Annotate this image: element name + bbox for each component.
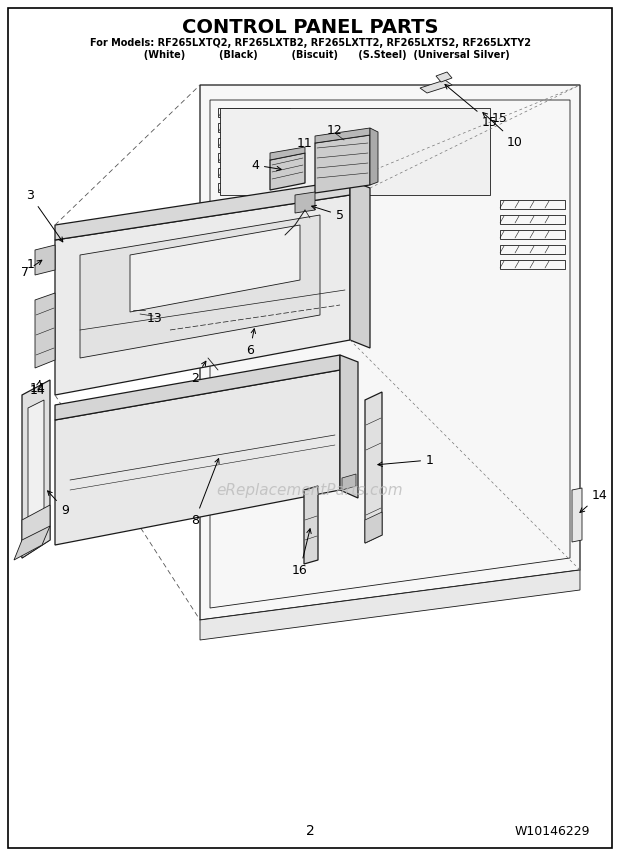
Text: 14: 14 [30,381,46,396]
Text: 5: 5 [312,205,344,222]
Text: eReplacementParts.com: eReplacementParts.com [216,483,404,497]
Text: 11: 11 [297,136,313,150]
Polygon shape [572,488,582,542]
Text: 13: 13 [147,312,163,324]
Text: 10: 10 [483,113,523,148]
Polygon shape [342,474,356,490]
Polygon shape [22,505,50,558]
Text: 15: 15 [492,111,508,124]
Polygon shape [220,108,490,195]
Polygon shape [55,195,350,395]
Polygon shape [340,355,358,498]
Polygon shape [35,245,55,275]
Text: 2: 2 [191,361,206,384]
Circle shape [205,354,211,360]
Text: 3: 3 [26,188,63,242]
Polygon shape [80,215,320,358]
Polygon shape [304,486,318,564]
Polygon shape [55,180,350,240]
Text: 8: 8 [191,459,219,526]
Polygon shape [22,380,50,558]
Polygon shape [295,192,315,213]
Polygon shape [14,526,50,560]
Polygon shape [370,128,378,185]
Polygon shape [365,392,382,543]
Text: W10146229: W10146229 [515,825,590,838]
Polygon shape [130,225,300,312]
Polygon shape [35,293,55,368]
Text: 6: 6 [246,329,255,356]
Circle shape [574,527,580,533]
Polygon shape [315,128,370,143]
Text: 12: 12 [327,123,343,136]
Circle shape [130,307,136,313]
Text: 14: 14 [580,489,608,513]
Text: 15: 15 [445,85,498,128]
Text: CONTROL PANEL PARTS: CONTROL PANEL PARTS [182,18,438,37]
Text: 16: 16 [292,529,311,576]
Circle shape [574,497,580,503]
Polygon shape [270,153,305,190]
Text: 1: 1 [27,259,35,271]
Text: 7: 7 [21,260,42,278]
Text: (White)          (Black)          (Biscuit)      (S.Steel)  (Universal Silver): (White) (Black) (Biscuit) (S.Steel) (Uni… [110,50,510,60]
Polygon shape [55,370,340,545]
Polygon shape [270,147,305,160]
Text: 9: 9 [48,490,69,516]
Text: 1: 1 [378,454,434,467]
Polygon shape [200,570,580,640]
Text: For Models: RF265LXTQ2, RF265LXTB2, RF265LXTT2, RF265LXTS2, RF265LXTY2: For Models: RF265LXTQ2, RF265LXTB2, RF26… [89,38,531,48]
Circle shape [83,293,97,307]
Polygon shape [200,85,580,620]
Polygon shape [55,355,340,420]
Circle shape [78,288,102,312]
Polygon shape [28,400,44,536]
Polygon shape [350,180,370,348]
Polygon shape [315,135,370,193]
Polygon shape [365,512,382,543]
Circle shape [111,286,119,294]
Text: 14: 14 [30,382,46,395]
Text: 4: 4 [251,158,281,171]
Polygon shape [420,80,452,93]
Polygon shape [436,72,452,82]
Text: 2: 2 [306,824,314,838]
